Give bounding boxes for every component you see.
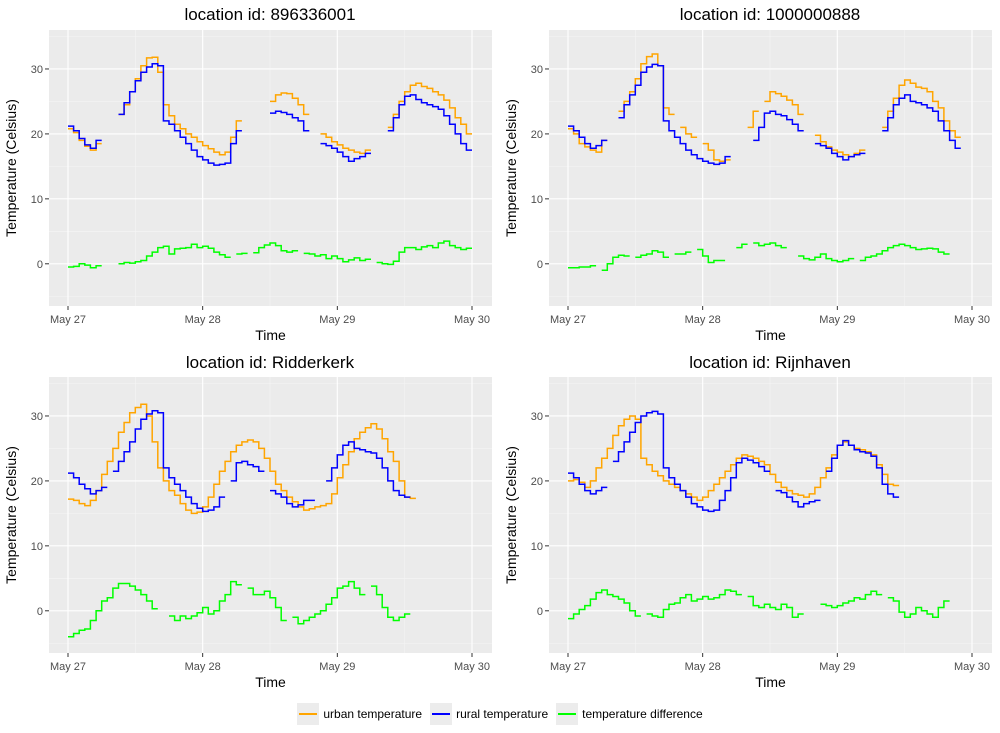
y-tick-label: 10 bbox=[31, 194, 43, 206]
panel-4: 0 10 20 30 May 27 May 28 May 29 May 30 Time Tempe… bbox=[503, 353, 992, 690]
panel-background bbox=[49, 30, 492, 306]
y-tick-label: 0 bbox=[537, 606, 543, 618]
x-axis-title: Time bbox=[255, 327, 286, 343]
chart-grid: 0 10 20 30 May 27 May 28 May 29 May 30 Time Tempe… bbox=[3, 5, 992, 690]
panel-title: location id: Rijnhaven bbox=[689, 353, 851, 372]
y-tick-label: 10 bbox=[531, 541, 543, 553]
panel-title: location id: Ridderkerk bbox=[186, 353, 355, 372]
legend-label-diff: temperature difference bbox=[582, 707, 703, 721]
y-tick-label: 20 bbox=[531, 129, 543, 141]
x-tick-label: May 29 bbox=[819, 314, 855, 326]
legend-item-rural: rural temperature bbox=[430, 703, 548, 725]
x-tick-label: May 28 bbox=[685, 661, 721, 673]
x-tick-label: May 28 bbox=[185, 314, 221, 326]
x-tick-label: May 30 bbox=[954, 314, 990, 326]
y-tick-label: 0 bbox=[537, 259, 543, 271]
series-line-diff bbox=[568, 242, 950, 272]
panel-title: location id: 1000000888 bbox=[680, 5, 861, 24]
y-tick-label: 30 bbox=[31, 411, 43, 423]
y-tick-label: 20 bbox=[31, 129, 43, 141]
panel-background bbox=[49, 377, 492, 653]
x-axis-title: Time bbox=[755, 327, 786, 343]
x-tick-label: May 27 bbox=[550, 314, 586, 326]
y-axis-title: Temperature (Celsius) bbox=[3, 446, 19, 584]
x-axis-title: Time bbox=[255, 674, 286, 690]
x-tick-label: May 29 bbox=[819, 661, 855, 673]
y-tick-label: 20 bbox=[531, 476, 543, 488]
x-tick-label: May 27 bbox=[50, 314, 86, 326]
y-tick-label: 30 bbox=[531, 411, 543, 423]
x-tick-label: May 30 bbox=[454, 314, 490, 326]
series-line-diff bbox=[568, 589, 950, 620]
panel-1: 0 10 20 30 May 27 May 28 May 29 May 30 Time Tempe… bbox=[3, 5, 492, 343]
y-tick-label: 0 bbox=[37, 259, 43, 271]
x-tick-label: May 27 bbox=[50, 661, 86, 673]
series-line-diff bbox=[68, 580, 411, 638]
legend-key-urban bbox=[297, 703, 320, 725]
x-tick-label: May 30 bbox=[954, 661, 990, 673]
y-axis-title: Temperature (Celsius) bbox=[503, 446, 519, 584]
legend-label-rural: rural temperature bbox=[456, 707, 549, 721]
series-line-rural bbox=[568, 410, 900, 513]
legend-key-rural bbox=[430, 703, 453, 725]
panel-3: 0 10 20 30 May 27 May 28 May 29 May 30 Time Tempe… bbox=[3, 353, 492, 690]
panel-background bbox=[549, 30, 992, 306]
y-axis-title: Temperature (Celsius) bbox=[3, 99, 19, 237]
x-tick-label: May 30 bbox=[454, 661, 490, 673]
series-line-diff bbox=[68, 240, 472, 269]
legend: urban temperature rural temperature temp… bbox=[0, 700, 1000, 728]
x-tick-label: May 27 bbox=[550, 661, 586, 673]
legend-label-urban: urban temperature bbox=[323, 707, 423, 721]
y-tick-label: 10 bbox=[531, 194, 543, 206]
x-tick-label: May 28 bbox=[685, 314, 721, 326]
series-line-rural bbox=[68, 63, 472, 166]
y-tick-label: 30 bbox=[31, 64, 43, 76]
y-tick-label: 0 bbox=[37, 606, 43, 618]
panel-title: location id: 896336001 bbox=[184, 5, 355, 24]
x-tick-label: May 28 bbox=[185, 661, 221, 673]
series-line-urban bbox=[68, 403, 416, 515]
legend-item-diff: temperature difference bbox=[556, 703, 703, 725]
x-tick-label: May 29 bbox=[319, 661, 355, 673]
legend-item-urban: urban temperature bbox=[297, 703, 422, 725]
panel-background bbox=[549, 377, 992, 653]
legend-key-diff bbox=[556, 703, 579, 725]
y-tick-label: 10 bbox=[31, 541, 43, 553]
panel-2: 0 10 20 30 May 27 May 28 May 29 May 30 Time Tempe… bbox=[503, 5, 992, 343]
x-tick-label: May 29 bbox=[319, 314, 355, 326]
series-line-urban bbox=[568, 53, 961, 162]
y-axis-title: Temperature (Celsius) bbox=[503, 99, 519, 237]
x-axis-title: Time bbox=[755, 674, 786, 690]
y-tick-label: 20 bbox=[31, 476, 43, 488]
series-line-rural bbox=[568, 63, 961, 166]
series-line-rural bbox=[68, 410, 411, 513]
y-tick-label: 30 bbox=[531, 64, 543, 76]
